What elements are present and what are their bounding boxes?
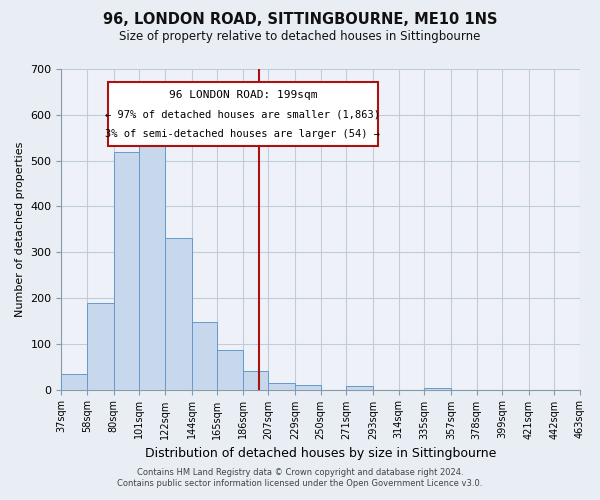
Bar: [165, 238, 191, 390]
Bar: [295, 385, 321, 390]
Bar: [139, 134, 165, 390]
FancyBboxPatch shape: [108, 82, 378, 146]
Bar: [217, 350, 243, 390]
Bar: [268, 383, 295, 390]
Bar: [346, 386, 373, 390]
Text: Size of property relative to detached houses in Sittingbourne: Size of property relative to detached ho…: [119, 30, 481, 43]
Text: Contains HM Land Registry data © Crown copyright and database right 2024.
Contai: Contains HM Land Registry data © Crown c…: [118, 468, 482, 487]
Text: ← 97% of detached houses are smaller (1,863): ← 97% of detached houses are smaller (1,…: [106, 110, 380, 120]
Text: 96, LONDON ROAD, SITTINGBOURNE, ME10 1NS: 96, LONDON ROAD, SITTINGBOURNE, ME10 1NS: [103, 12, 497, 28]
Text: 3% of semi-detached houses are larger (54) →: 3% of semi-detached houses are larger (5…: [106, 128, 380, 138]
Bar: [114, 152, 139, 390]
Bar: [191, 322, 217, 390]
Text: 96 LONDON ROAD: 199sqm: 96 LONDON ROAD: 199sqm: [169, 90, 317, 100]
Y-axis label: Number of detached properties: Number of detached properties: [15, 142, 25, 317]
Bar: [87, 302, 114, 390]
Bar: [61, 374, 87, 390]
X-axis label: Distribution of detached houses by size in Sittingbourne: Distribution of detached houses by size …: [145, 447, 496, 460]
Bar: [424, 388, 451, 390]
Bar: [243, 372, 268, 390]
